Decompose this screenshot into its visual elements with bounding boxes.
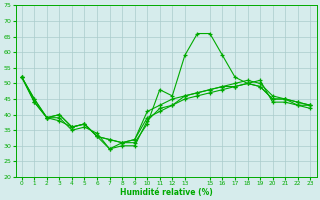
- X-axis label: Humidité relative (%): Humidité relative (%): [120, 188, 212, 197]
